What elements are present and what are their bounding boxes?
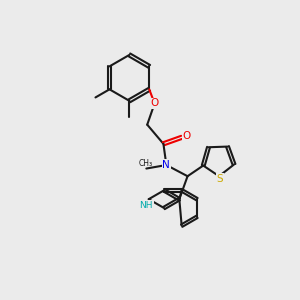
Text: S: S (217, 174, 223, 184)
Text: N: N (163, 160, 170, 170)
Text: O: O (183, 131, 191, 141)
Text: O: O (151, 98, 159, 109)
Text: NH: NH (140, 201, 153, 210)
Text: CH₃: CH₃ (139, 159, 153, 168)
